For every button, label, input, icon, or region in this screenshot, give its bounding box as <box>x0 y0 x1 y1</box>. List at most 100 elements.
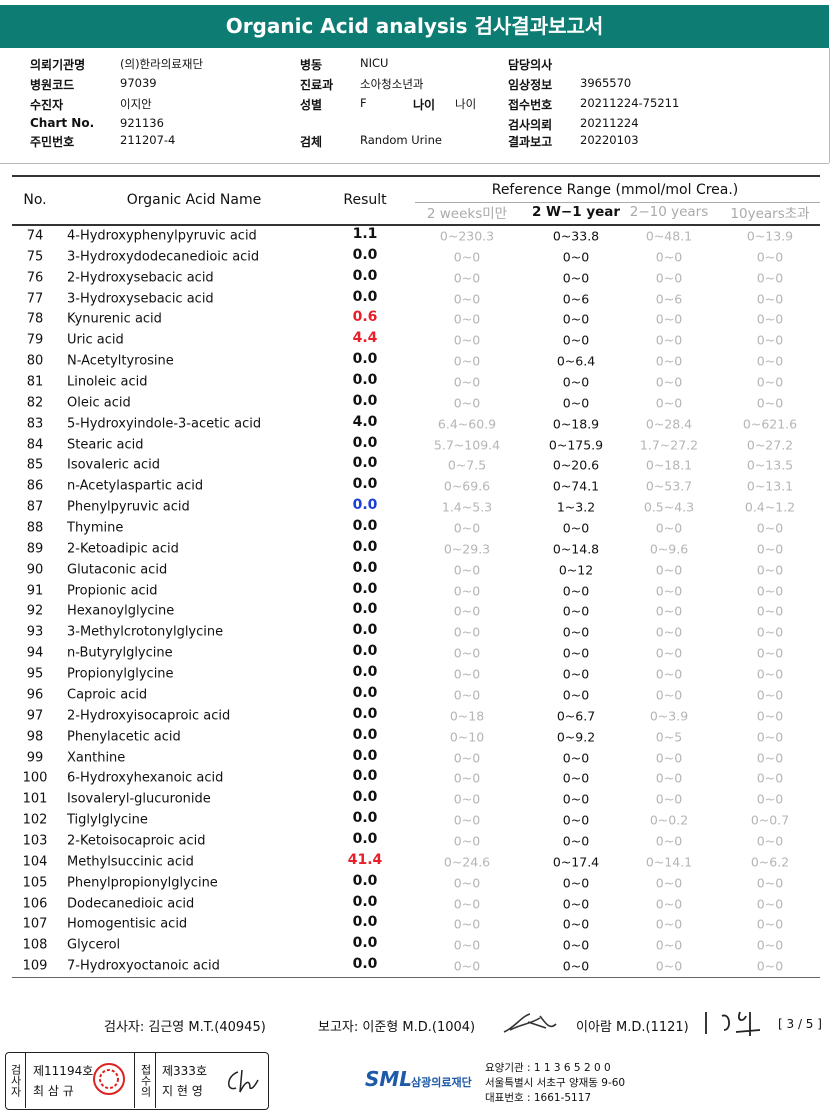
result: 0.0 <box>352 392 378 409</box>
examiner: 검사자: 김근영 M.T.(40945) <box>104 1020 266 1035</box>
field-label: 담당의사 <box>508 58 553 72</box>
reference-range: 0~0.7 <box>750 812 790 828</box>
reference-range: 0~0 <box>756 666 784 682</box>
result: 0.0 <box>352 643 378 660</box>
row-no: 108 <box>22 937 48 953</box>
result: 0.0 <box>352 288 378 305</box>
reference-range: 0~0 <box>756 770 784 786</box>
reference-range: 0~0 <box>756 249 784 265</box>
row-no: 97 <box>26 708 44 724</box>
reference-range: 0~0 <box>562 374 590 390</box>
reference-range: 0~0 <box>655 833 683 849</box>
reference-range: 0~0 <box>562 812 590 828</box>
signature <box>503 1013 557 1033</box>
reference-range: 0~3.9 <box>649 708 689 724</box>
reference-range: 0~20.6 <box>552 457 600 473</box>
reference-range: 0~27.2 <box>746 437 794 453</box>
reference-range: 0~0 <box>756 916 784 932</box>
field-value: 921136 <box>120 116 164 130</box>
reference-range: 0~14.8 <box>552 541 600 557</box>
reference-range: 0~0 <box>453 311 481 327</box>
reference-range: 0~24.6 <box>443 854 491 870</box>
reference-range: 0~0 <box>756 937 784 953</box>
acid-name: Methylsuccinic acid <box>67 854 194 870</box>
reference-range: 0~0 <box>562 770 590 786</box>
reference-range: 0~0 <box>756 311 784 327</box>
field-value: 20220103 <box>580 133 639 147</box>
field-value: F <box>360 96 367 110</box>
signature <box>228 1069 259 1093</box>
address: 서울특별시 서초구 양재동 9-60 <box>485 1077 626 1089</box>
reference-range: 0~0 <box>655 603 683 619</box>
reference-range: 0~6 <box>655 291 683 307</box>
phone: 대표번호 : 1661-5117 <box>485 1092 592 1104</box>
result: 0.0 <box>352 455 378 472</box>
table-line <box>415 202 820 203</box>
header-result: Result <box>343 192 387 208</box>
result: 0.0 <box>352 789 378 806</box>
doctor: 이아람 M.D.(1121) <box>576 1020 689 1035</box>
reference-range: 0~17.4 <box>552 854 600 870</box>
reference-range: 0~0 <box>453 624 481 640</box>
reference-range: 0~0 <box>655 353 683 369</box>
signature <box>705 1011 761 1036</box>
reference-range: 0~10 <box>449 729 485 745</box>
result: 1.1 <box>352 226 378 242</box>
reference-range: 0~0 <box>655 624 683 640</box>
reference-range: 0~0 <box>453 583 481 599</box>
divider <box>829 48 830 163</box>
acid-name: Oleic acid <box>67 395 131 411</box>
acid-name: 2-Ketoisocaproic acid <box>67 833 206 849</box>
reference-range: 0~0 <box>756 353 784 369</box>
reference-range: 0~9.6 <box>649 541 689 557</box>
reference-range: 0~0 <box>655 750 683 765</box>
reference-range: 0~33.8 <box>552 228 600 244</box>
reference-range: 0~0 <box>756 270 784 286</box>
acid-name: 2-Ketoadipic acid <box>67 541 179 557</box>
field-value: 3965570 <box>580 76 632 90</box>
row-no: 86 <box>26 478 44 494</box>
reference-range: 0~0 <box>655 791 683 807</box>
reference-range: 0~621.6 <box>742 416 798 432</box>
row-no: 95 <box>26 666 44 682</box>
row-no: 102 <box>22 812 48 828</box>
acid-name: Phenylpropionylglycine <box>67 875 218 891</box>
acid-name: Linoleic acid <box>67 374 148 390</box>
reference-range: 0~0 <box>453 791 481 807</box>
license: 제11194호 <box>33 1064 94 1078</box>
reference-range: 0~0 <box>562 958 590 974</box>
row-no: 99 <box>26 750 44 765</box>
acid-name: 2-Hydroxysebacic acid <box>67 270 214 286</box>
role: 접수의 <box>134 1052 156 1108</box>
field-value: 97039 <box>120 76 157 90</box>
acid-name: Propionylglycine <box>67 666 174 682</box>
acid-name: Homogentisic acid <box>67 916 188 932</box>
reference-range: 0~0 <box>756 896 784 912</box>
reference-range: 0~0 <box>453 812 481 828</box>
field-value: 20211224 <box>580 116 639 130</box>
reference-range: 0~0 <box>756 541 784 557</box>
reference-range: 0~0 <box>756 750 784 765</box>
row-no: 75 <box>26 249 44 265</box>
result: 0.0 <box>352 580 378 597</box>
reference-range: 0~18 <box>449 708 485 724</box>
result: 0.0 <box>352 559 378 576</box>
row-no: 93 <box>26 624 44 640</box>
reference-range: 0~0 <box>756 645 784 661</box>
reference-range: 0.5~4.3 <box>643 499 695 515</box>
field-value: NICU <box>360 56 389 70</box>
reference-range: 0~0 <box>562 520 590 536</box>
seal <box>93 1063 125 1095</box>
acid-name: Phenylacetic acid <box>67 729 181 745</box>
reference-range: 0~0 <box>756 583 784 599</box>
reference-range: 0~0 <box>453 332 481 348</box>
reference-range: 0~13.1 <box>746 478 794 494</box>
reference-range: 0~0 <box>655 645 683 661</box>
reference-range: 0~0 <box>453 603 481 619</box>
result: 0.0 <box>352 622 378 639</box>
reference-range: 0~0 <box>453 770 481 786</box>
acid-name: Stearic acid <box>67 437 144 453</box>
report-title: Organic Acid analysis 검사결과보고서 <box>0 5 829 48</box>
header-range: 2 W−1 year <box>531 204 621 220</box>
reference-range: 0~0 <box>756 875 784 891</box>
